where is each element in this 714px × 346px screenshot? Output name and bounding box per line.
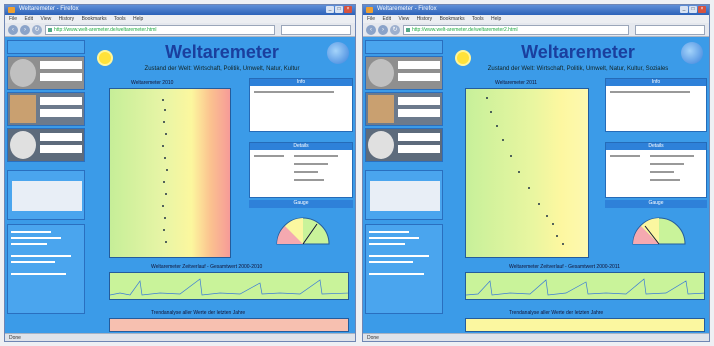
close-button[interactable]: × xyxy=(344,6,352,13)
reload-icon[interactable]: ↻ xyxy=(32,25,42,35)
menu-view[interactable]: View xyxy=(398,16,410,22)
sidebar-links-box xyxy=(365,224,443,314)
minimize-button[interactable]: _ xyxy=(680,6,688,13)
sidebar xyxy=(7,40,87,331)
info-panel: Info xyxy=(605,78,707,132)
indicator-chart xyxy=(465,88,589,258)
menu-history[interactable]: History xyxy=(58,16,75,22)
site-title: Weltaremeter xyxy=(521,42,635,62)
menu-file[interactable]: File xyxy=(9,16,18,22)
navigation-bar: ‹ › ↻ http://www.welt-aremeter.de/weltar… xyxy=(5,23,355,37)
gauge-chart xyxy=(632,217,686,245)
info-panel: Info xyxy=(249,78,353,132)
sidebar-header-box xyxy=(7,40,85,54)
page-content: Weltaremeter Zustand der Welt: Wirtschaf… xyxy=(363,38,709,333)
menu-edit[interactable]: Edit xyxy=(382,16,392,22)
maximize-button[interactable]: □ xyxy=(335,6,343,13)
details-panel-header: Details xyxy=(606,143,706,150)
search-input[interactable] xyxy=(635,25,705,35)
forward-arrow-icon[interactable]: › xyxy=(378,25,388,35)
back-arrow-icon[interactable]: ‹ xyxy=(8,25,18,35)
site-subtitle: Zustand der Welt: Wirtschaft, Politik, U… xyxy=(144,66,300,72)
sidebar-thumbnail-3[interactable] xyxy=(365,128,443,162)
trend-bar xyxy=(465,318,705,332)
info-panel-header: Info xyxy=(606,79,706,86)
title-bar[interactable]: Weltaremeter - Firefox _ □ × xyxy=(5,5,355,15)
main-area: Weltaremeter Zustand der Welt: Wirtschaf… xyxy=(91,38,353,333)
main-area: Weltaremeter Zustand der Welt: Wirtschaf… xyxy=(449,38,707,333)
chart-title: Weltaremeter 2011 xyxy=(495,80,538,86)
indicator-chart xyxy=(109,88,231,258)
window-title: Weltaremeter - Firefox xyxy=(19,6,79,12)
sidebar-thumbnail-2[interactable] xyxy=(7,92,85,126)
maximize-button[interactable]: □ xyxy=(689,6,697,13)
sun-icon xyxy=(99,52,111,64)
menu-help[interactable]: Help xyxy=(132,16,144,22)
sidebar-thumbnail-1[interactable] xyxy=(7,56,85,90)
sidebar-links-box xyxy=(7,224,85,314)
menu-edit[interactable]: Edit xyxy=(24,16,34,22)
timeline-caption: Weltaremeter Zeitverlauf - Gesamtwert 20… xyxy=(151,264,263,270)
trend-bar xyxy=(109,318,349,332)
menu-bookmarks[interactable]: Bookmarks xyxy=(439,16,465,22)
gauge-chart xyxy=(276,217,330,245)
window-title: Weltaremeter - Firefox xyxy=(377,6,437,12)
close-button[interactable]: × xyxy=(698,6,706,13)
firefox-icon xyxy=(366,7,373,13)
menu-help[interactable]: Help xyxy=(490,16,502,22)
site-subtitle: Zustand der Welt: Wirtschaft, Politik, U… xyxy=(487,66,669,72)
globe-icon xyxy=(327,42,349,64)
gauge-header-bar: Gauge xyxy=(249,200,353,208)
sidebar-header-box xyxy=(365,40,443,54)
site-title: Weltaremeter xyxy=(165,42,279,62)
reload-icon[interactable]: ↻ xyxy=(390,25,400,35)
navigation-bar: ‹ › ↻ http://www.welt-aremeter.de/weltar… xyxy=(363,23,709,37)
status-bar: Done xyxy=(5,333,355,341)
timeline-chart xyxy=(109,272,349,300)
info-panel-header: Info xyxy=(250,79,352,86)
menu-file[interactable]: File xyxy=(367,16,376,22)
minimize-button[interactable]: _ xyxy=(326,6,334,13)
footer-caption: Trendanalyse aller Werte der letzten Jah… xyxy=(509,310,604,316)
globe-icon xyxy=(681,42,703,64)
forward-arrow-icon[interactable]: › xyxy=(20,25,30,35)
footer-caption: Trendanalyse aller Werte der letzten Jah… xyxy=(151,310,246,316)
details-panel: Details xyxy=(249,142,353,198)
menu-view[interactable]: View xyxy=(40,16,52,22)
back-arrow-icon[interactable]: ‹ xyxy=(366,25,376,35)
sidebar-table-box xyxy=(7,170,85,220)
menu-bar: File Edit View History Bookmarks Tools H… xyxy=(363,15,709,23)
sun-icon xyxy=(457,52,469,64)
left-browser-window: Weltaremeter - Firefox _ □ × File Edit V… xyxy=(4,4,356,342)
gauge-header-bar: Gauge xyxy=(605,200,707,208)
firefox-icon xyxy=(8,7,15,13)
search-input[interactable] xyxy=(281,25,351,35)
menu-bar: File Edit View History Bookmarks Tools H… xyxy=(5,15,355,23)
menu-bookmarks[interactable]: Bookmarks xyxy=(81,16,107,22)
details-panel-header: Details xyxy=(250,143,352,150)
sidebar xyxy=(365,40,445,331)
menu-history[interactable]: History xyxy=(416,16,433,22)
timeline-caption: Weltaremeter Zeitverlauf - Gesamtwert 20… xyxy=(509,264,620,270)
address-bar[interactable]: http://www.welt-aremeter.de/weltaremeter… xyxy=(403,25,629,35)
right-browser-window: Weltaremeter - Firefox _ □ × File Edit V… xyxy=(362,4,710,342)
details-panel: Details xyxy=(605,142,707,198)
menu-tools[interactable]: Tools xyxy=(113,16,126,22)
chart-title: Weltaremeter 2010 xyxy=(131,80,174,86)
address-bar[interactable]: http://www.welt-aremeter.de/weltaremeter… xyxy=(45,25,275,35)
sidebar-thumbnail-3[interactable] xyxy=(7,128,85,162)
page-content: Weltaremeter Zustand der Welt: Wirtschaf… xyxy=(5,38,355,333)
sidebar-thumbnail-2[interactable] xyxy=(365,92,443,126)
timeline-chart xyxy=(465,272,705,300)
sidebar-thumbnail-1[interactable] xyxy=(365,56,443,90)
menu-tools[interactable]: Tools xyxy=(471,16,484,22)
title-bar[interactable]: Weltaremeter - Firefox _ □ × xyxy=(363,5,709,15)
sidebar-table-box xyxy=(365,170,443,220)
status-bar: Done xyxy=(363,333,709,341)
